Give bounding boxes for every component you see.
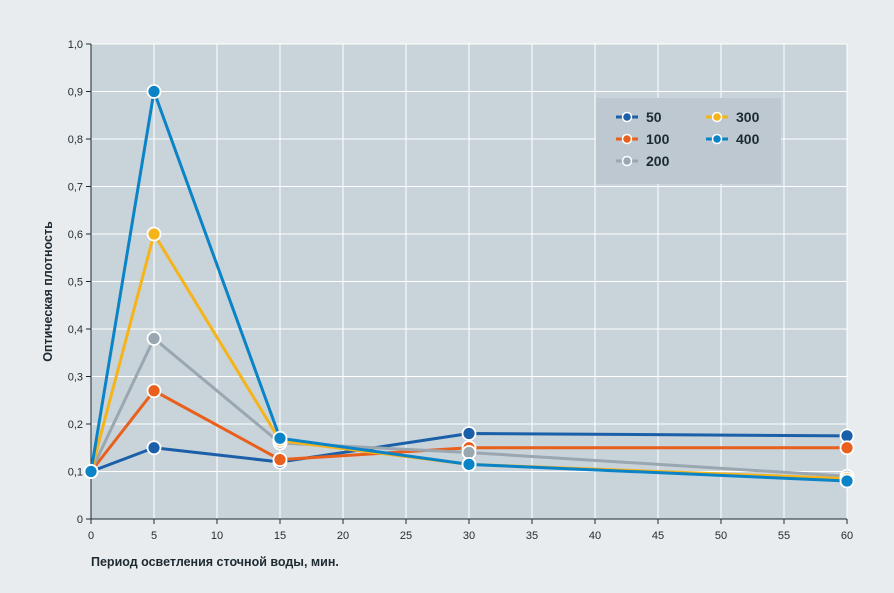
x-tick-label: 55 <box>778 530 790 542</box>
y-tick-label: 0,1 <box>68 467 83 479</box>
x-tick-label: 25 <box>400 530 412 542</box>
y-tick-label: 0,8 <box>68 134 83 146</box>
legend-label-400: 400 <box>736 131 760 147</box>
data-series <box>83 84 855 489</box>
x-tick-label: 0 <box>88 530 94 542</box>
x-tick-label: 35 <box>526 530 538 542</box>
x-tick-label: 15 <box>274 530 286 542</box>
x-axis-ticks: 0 5 10 15 20 25 30 35 40 45 50 55 60 <box>88 518 853 542</box>
y-tick-label: 0,6 <box>68 229 83 241</box>
data-point-400 <box>146 84 162 99</box>
x-tick-label: 60 <box>841 530 853 542</box>
data-point-400 <box>461 456 477 472</box>
y-tick-label: 0,4 <box>68 324 83 336</box>
legend-label-100: 100 <box>646 131 670 147</box>
data-point-400 <box>83 464 99 479</box>
legend-label-200: 200 <box>646 153 670 169</box>
x-tick-label: 5 <box>151 530 157 542</box>
legend-marker-300 <box>711 111 723 123</box>
y-tick-label: 1,0 <box>68 39 83 51</box>
data-point-50 <box>146 440 162 456</box>
y-tick-label: 0,2 <box>68 419 83 431</box>
y-tick-label: 0,9 <box>68 87 83 99</box>
legend-label-300: 300 <box>736 109 760 125</box>
x-tick-label: 40 <box>589 530 601 542</box>
data-point-400 <box>839 473 855 489</box>
legend: 50 100 200 300 400 <box>596 98 781 184</box>
x-axis-title: Период осветления сточной воды, мин. <box>91 555 339 569</box>
data-point-50 <box>461 426 477 441</box>
data-point-100 <box>272 452 288 468</box>
data-point-200 <box>146 331 162 346</box>
y-tick-label: 0,7 <box>68 182 83 194</box>
data-point-100 <box>839 440 855 456</box>
legend-marker-50 <box>621 111 633 123</box>
y-axis-ticks: 0 0,1 0,2 0,3 0,4 0,5 0,6 0,7 0,8 0,9 1,0 <box>68 39 92 526</box>
legend-marker-400 <box>711 133 723 145</box>
x-tick-label: 20 <box>337 530 349 542</box>
x-tick-label: 45 <box>652 530 664 542</box>
data-point-100 <box>146 383 162 399</box>
x-tick-label: 30 <box>463 530 475 542</box>
y-tick-label: 0,3 <box>68 372 83 384</box>
y-tick-label: 0 <box>77 514 83 526</box>
legend-marker-100 <box>621 133 633 145</box>
x-tick-label: 50 <box>715 530 727 542</box>
x-tick-label: 10 <box>211 530 223 542</box>
y-axis-title: Оптическая плотность <box>41 221 55 362</box>
data-point-300 <box>146 226 162 242</box>
legend-label-50: 50 <box>646 109 662 125</box>
data-point-400 <box>272 430 288 446</box>
legend-marker-200 <box>621 155 633 167</box>
y-tick-label: 0,5 <box>68 277 83 289</box>
